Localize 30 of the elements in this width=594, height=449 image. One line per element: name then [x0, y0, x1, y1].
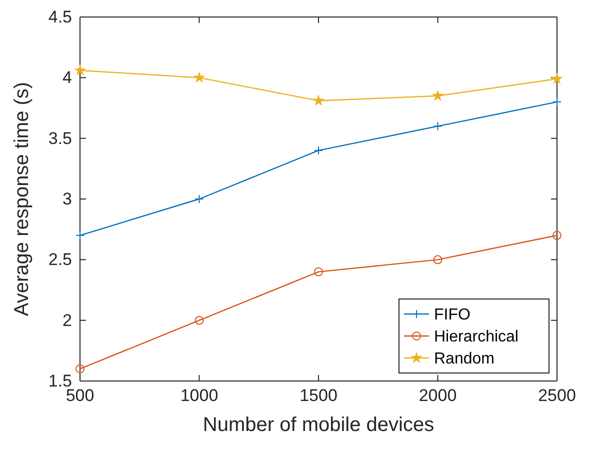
- point: [76, 230, 84, 240]
- point: [433, 122, 442, 131]
- point: [432, 90, 443, 100]
- point: [552, 97, 562, 106]
- point: [194, 316, 204, 325]
- y-axis-title: Average response time (s): [11, 82, 33, 316]
- legend-label: Random: [434, 350, 494, 368]
- y-tick-label: 4: [62, 68, 72, 88]
- x-tick-label: 1500: [300, 386, 338, 406]
- y-tick-label: 3: [62, 189, 72, 208]
- point: [313, 95, 324, 106]
- point: [74, 64, 86, 75]
- point: [314, 267, 323, 276]
- x-tick-label: 2500: [538, 386, 576, 406]
- y-tick-label: 3.5: [48, 128, 72, 148]
- x-tick-label: 1000: [180, 386, 218, 406]
- point: [314, 146, 323, 155]
- point: [552, 230, 562, 240]
- point: [76, 364, 84, 374]
- x-tick-label: 2000: [418, 386, 457, 406]
- legend-label: FIFO: [434, 306, 470, 324]
- point: [194, 194, 204, 204]
- point: [552, 73, 562, 84]
- y-tick-label: 4.5: [48, 7, 72, 26]
- y-tick-label: 2.5: [48, 250, 72, 270]
- point: [433, 255, 442, 264]
- point: [194, 72, 204, 82]
- legend-label: Hierarchical: [434, 328, 518, 346]
- y-tick-label: 2: [62, 310, 72, 330]
- x-axis-title: Number of mobile devices: [202, 414, 434, 436]
